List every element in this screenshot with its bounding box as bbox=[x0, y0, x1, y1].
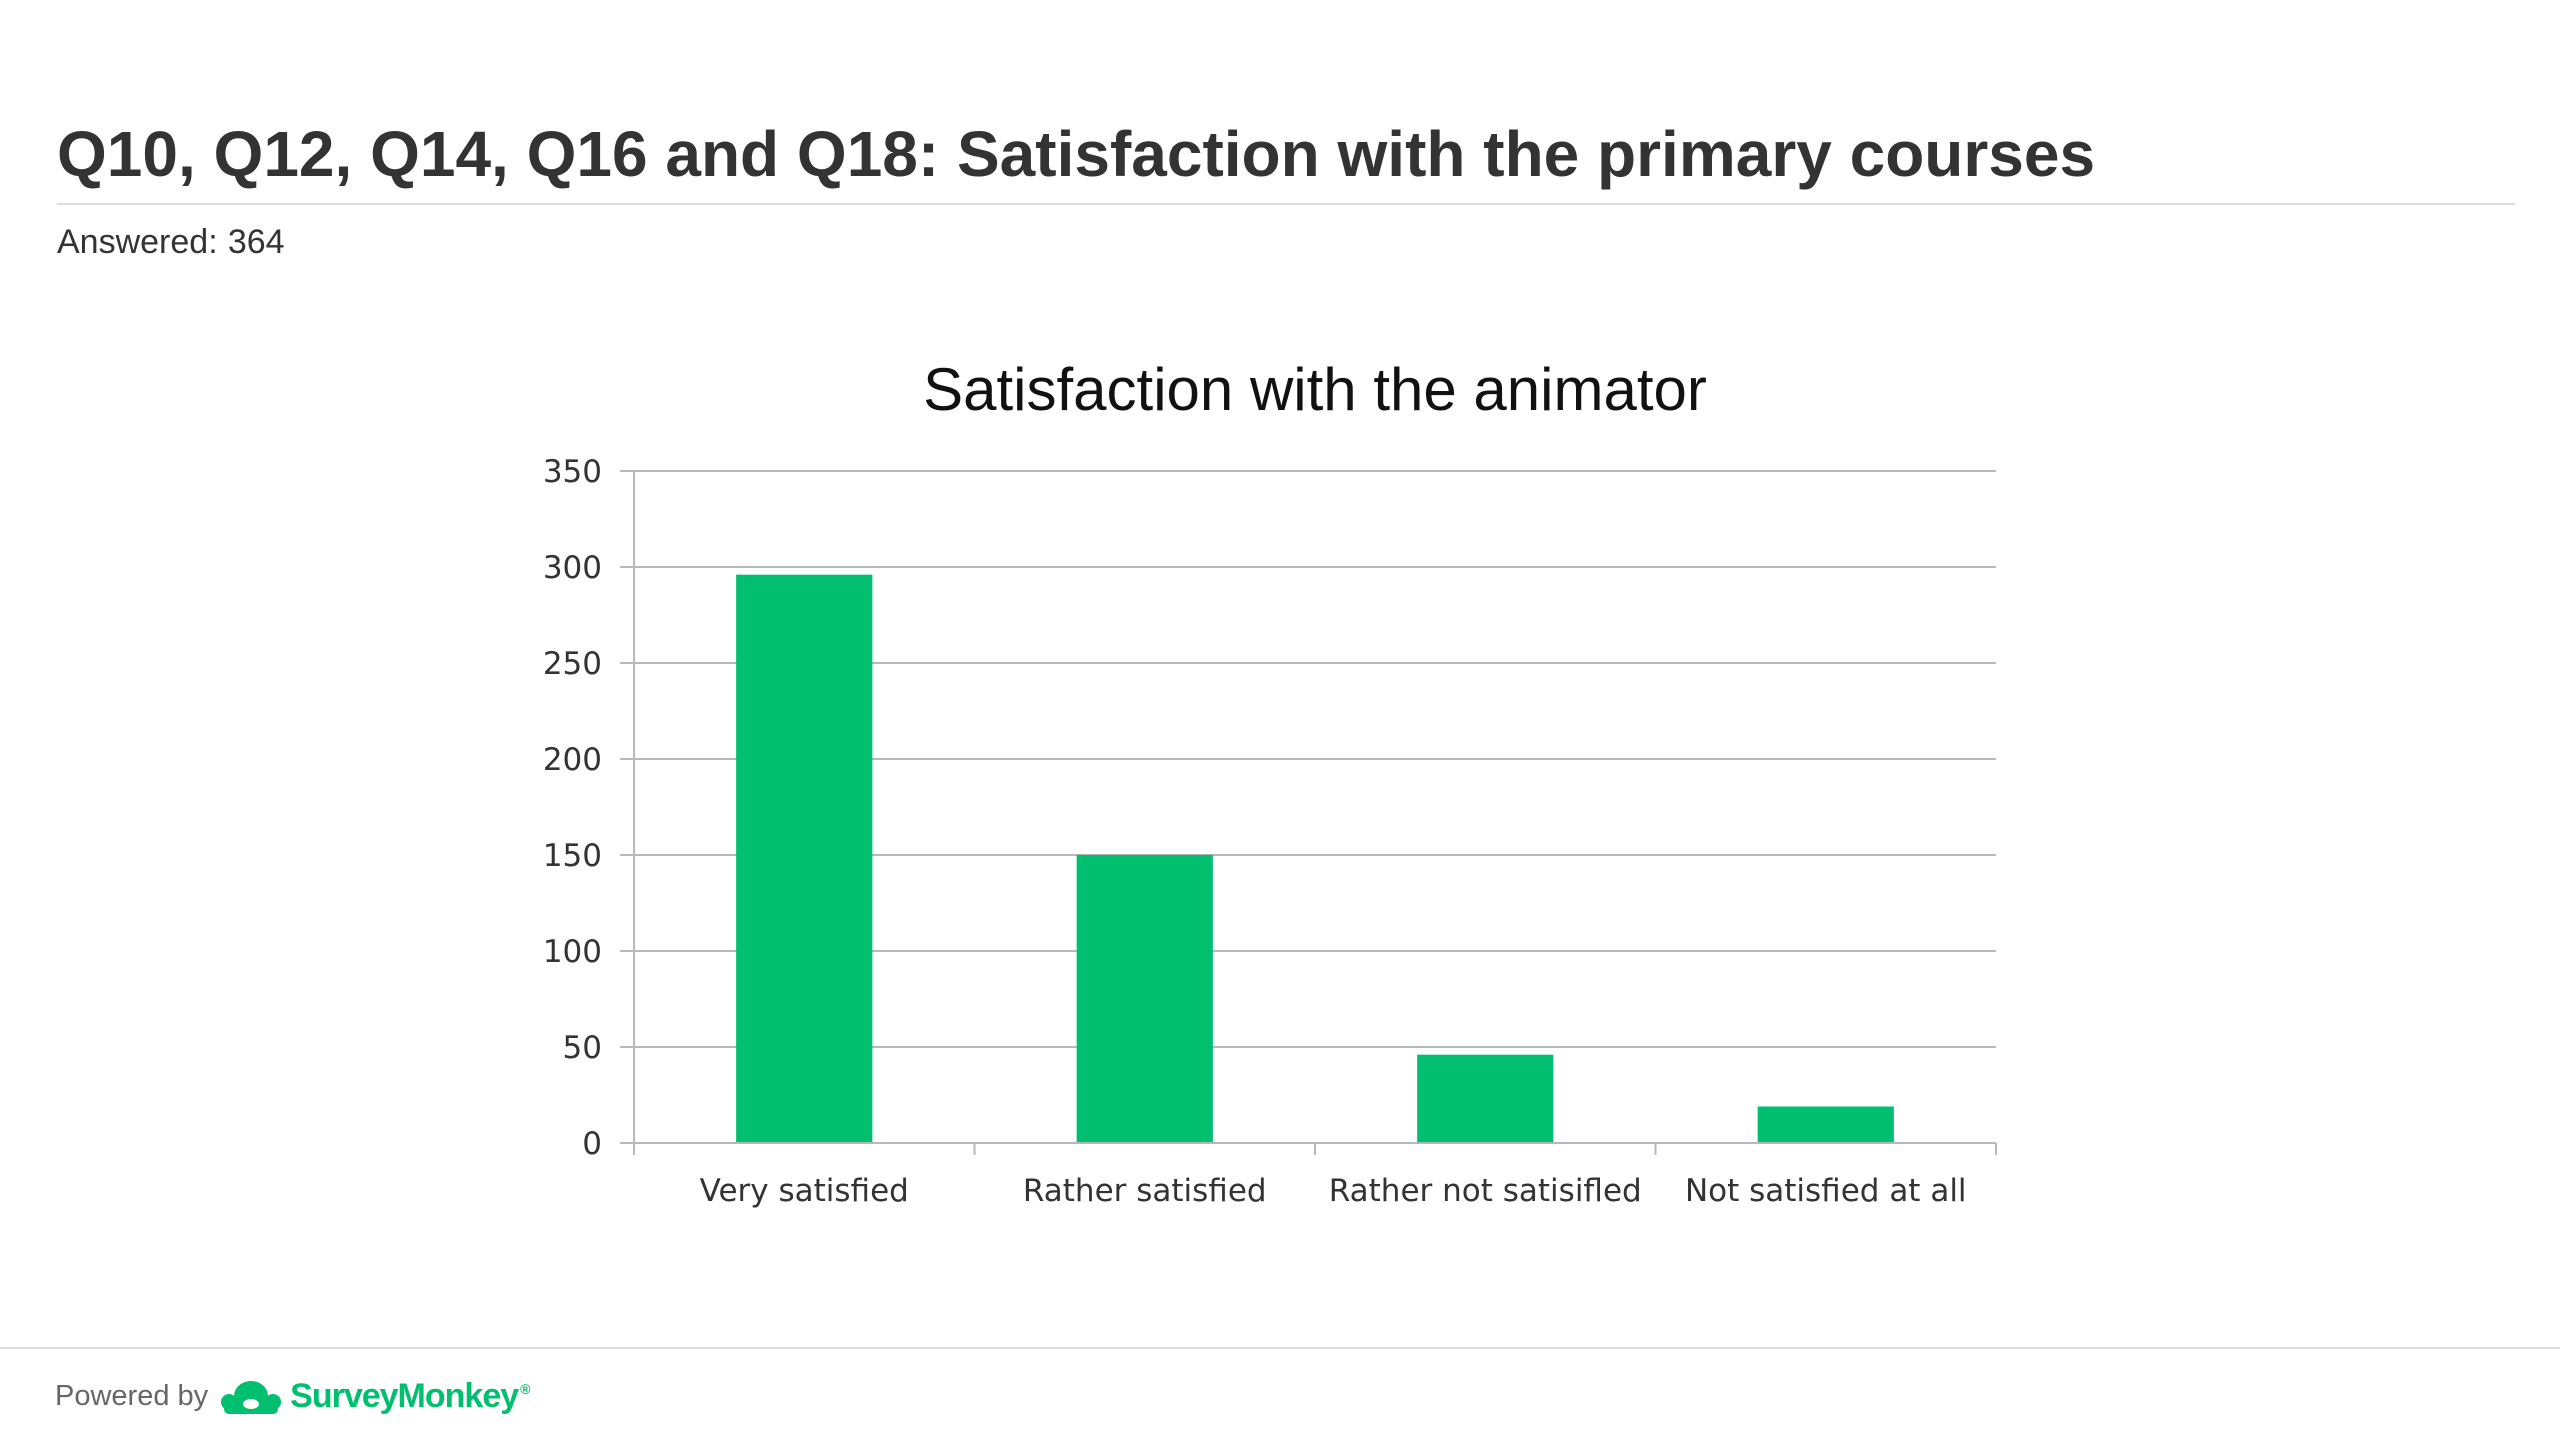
powered-by-label: Powered by bbox=[55, 1379, 209, 1412]
y-tick-label: 0 bbox=[582, 1126, 602, 1162]
bar-chart: Satisfaction with the animator 0 50 100 150 2… bbox=[543, 356, 1997, 1209]
footer: Powered by SurveyMonkey ® bbox=[55, 1368, 531, 1424]
y-tick-label: 350 bbox=[543, 454, 602, 490]
chart-title: Satisfaction with the animator bbox=[923, 356, 1707, 423]
y-tick-label: 50 bbox=[563, 1030, 602, 1066]
page-title: Q10, Q12, Q14, Q16 and Q18: Satisfaction… bbox=[57, 118, 2096, 190]
answered-label: Answered: bbox=[57, 223, 218, 261]
bar bbox=[1076, 855, 1213, 1143]
y-tick-label: 300 bbox=[543, 550, 602, 586]
x-tick-label: Rather not satisifled bbox=[1329, 1173, 1642, 1209]
surveymonkey-logo-icon bbox=[221, 1381, 282, 1414]
brand-text: SurveyMonkey bbox=[290, 1376, 519, 1415]
brand-registered-mark: ® bbox=[520, 1381, 530, 1398]
answered-summary: Answered: 364 bbox=[57, 222, 285, 262]
x-tick-label: Rather satisfied bbox=[1023, 1173, 1267, 1209]
brand-name: SurveyMonkey ® bbox=[290, 1376, 530, 1416]
x-tick-label: Not satisfied at all bbox=[1685, 1173, 1967, 1209]
footer-divider bbox=[0, 1347, 2560, 1349]
bar bbox=[736, 574, 873, 1143]
y-tick-label: 200 bbox=[543, 742, 602, 778]
brand-logo[interactable]: SurveyMonkey ® bbox=[220, 1374, 531, 1418]
answered-count: 364 bbox=[227, 223, 285, 261]
bar bbox=[1757, 1106, 1894, 1143]
title-divider bbox=[57, 203, 2515, 205]
y-tick-label: 150 bbox=[543, 838, 602, 874]
y-tick-label: 250 bbox=[543, 646, 602, 682]
x-tick-label: Very satisfied bbox=[700, 1173, 909, 1209]
bar bbox=[1417, 1054, 1554, 1143]
y-tick-label: 100 bbox=[543, 934, 602, 970]
